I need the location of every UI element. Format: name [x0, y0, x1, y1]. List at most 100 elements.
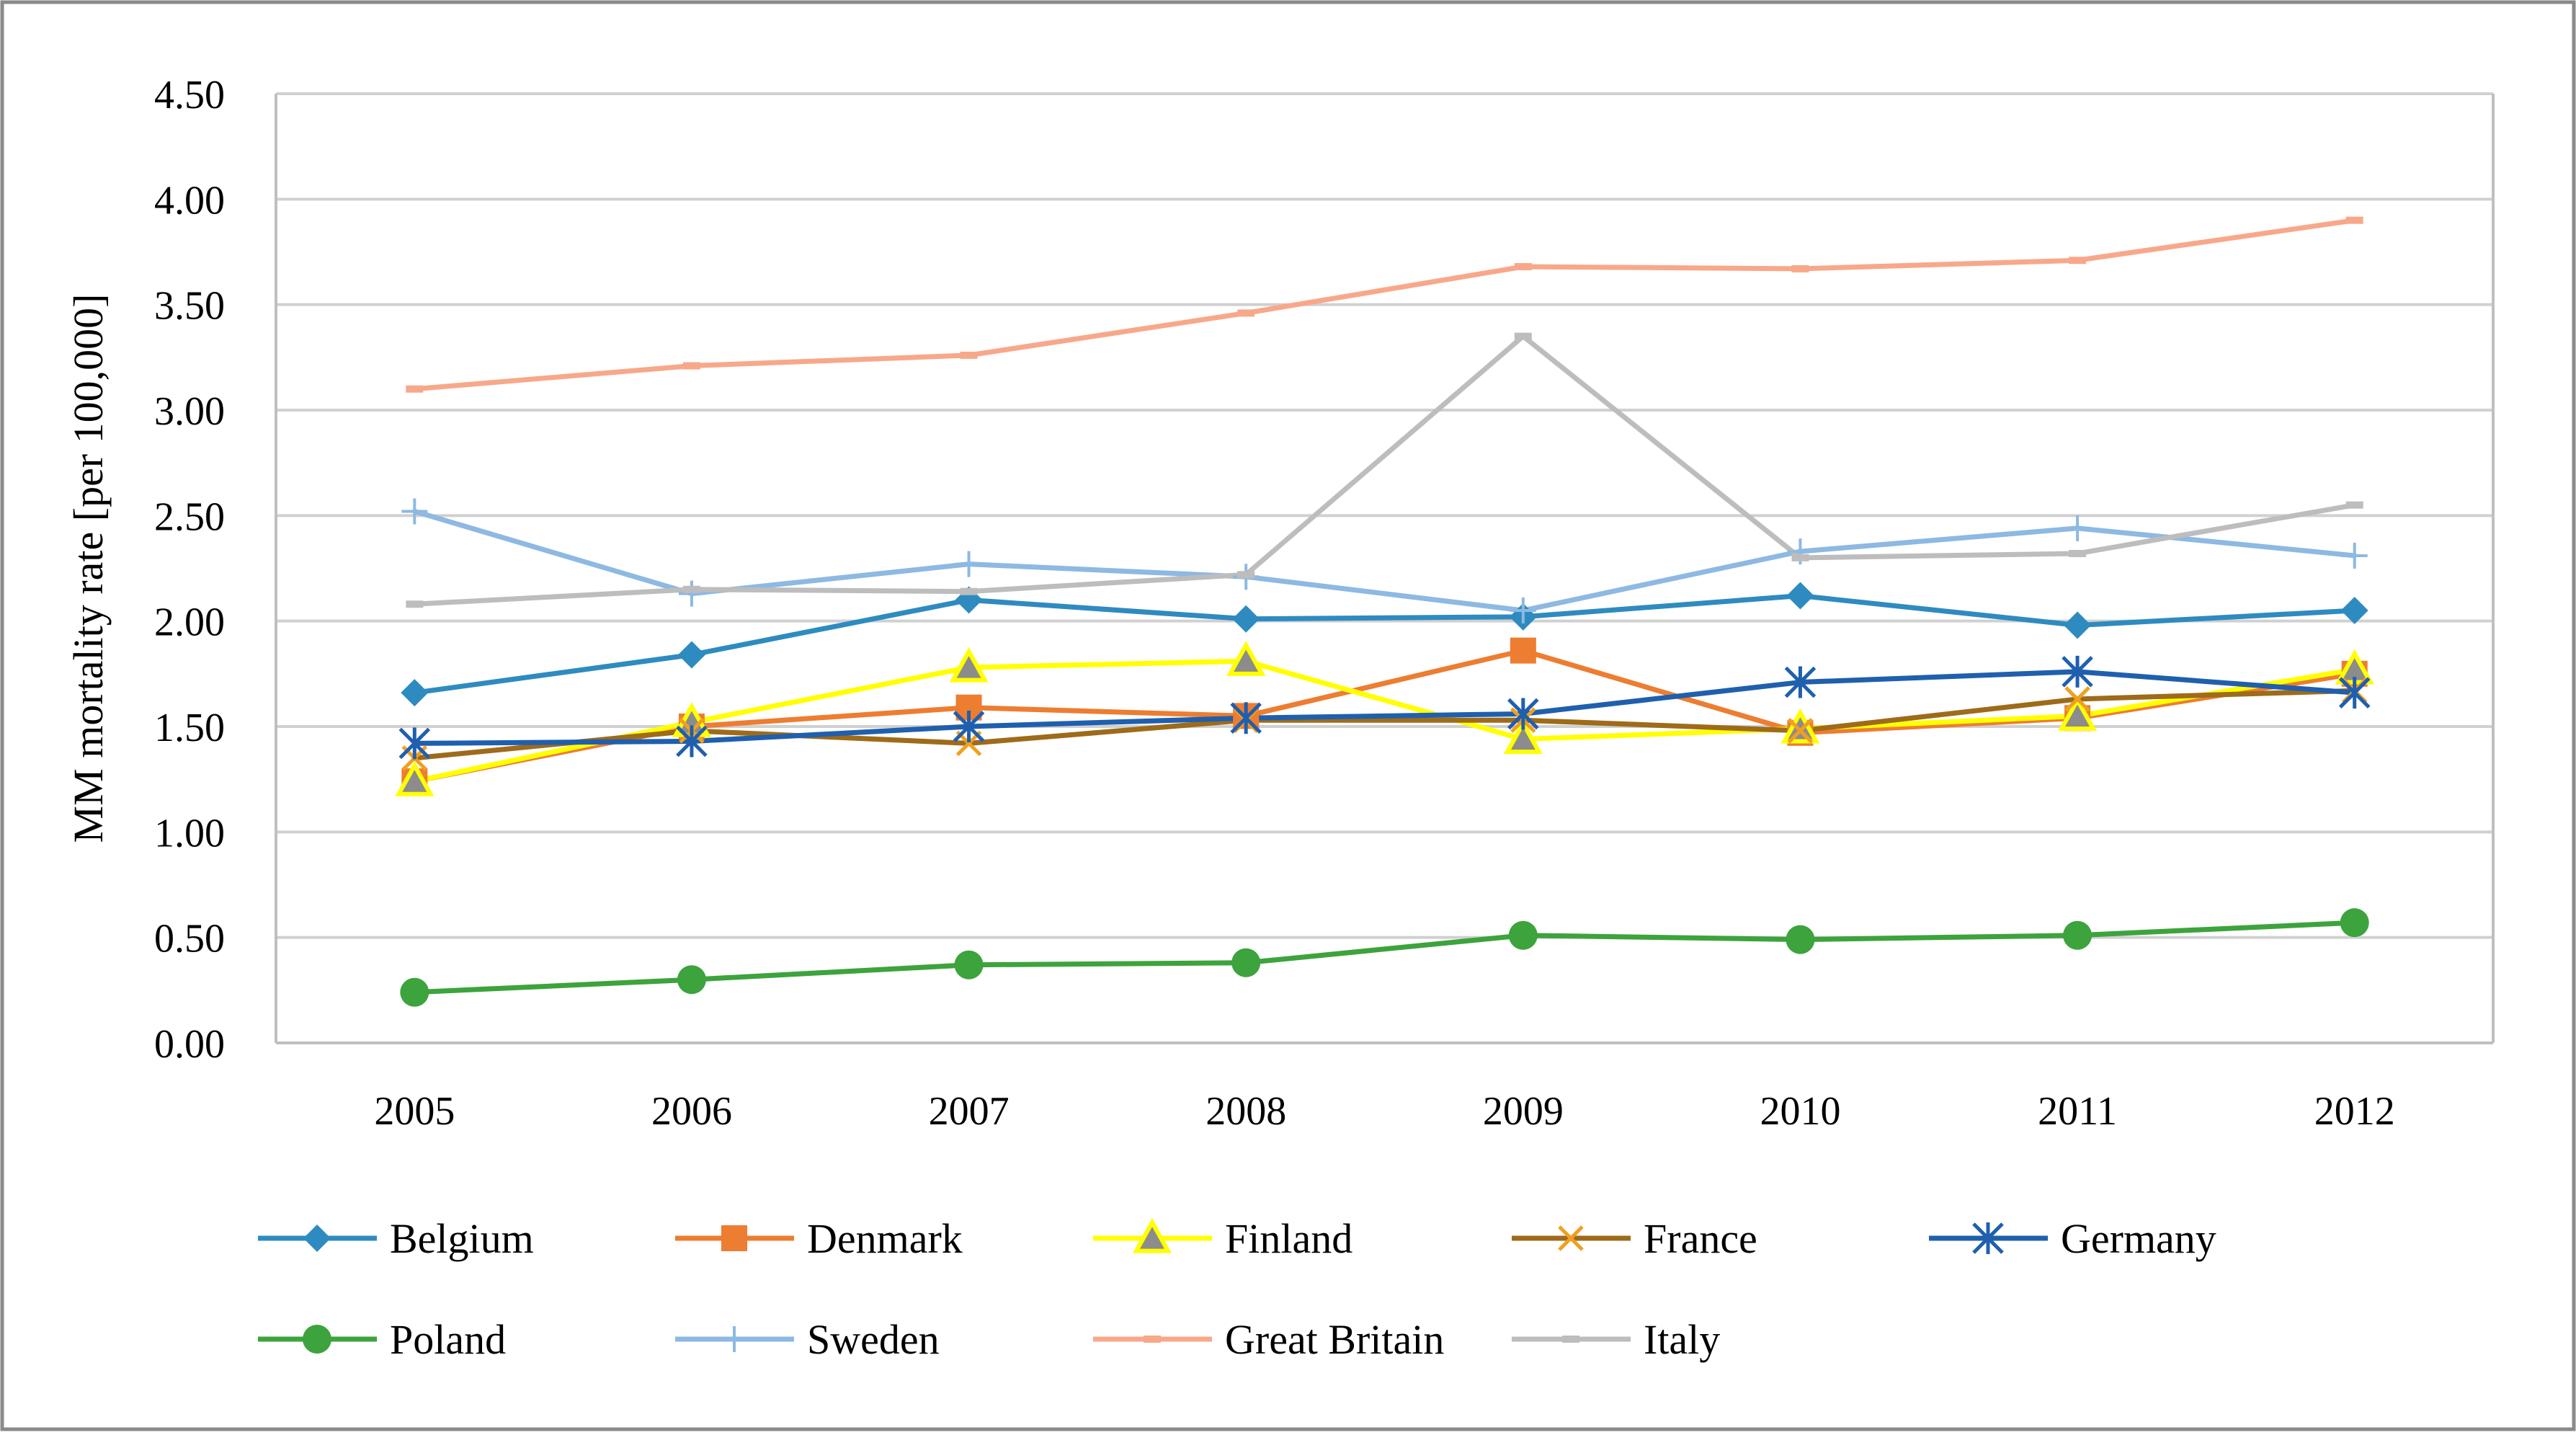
data-point-poland-2010: [1786, 925, 1815, 954]
legend-marker-finland: [1132, 1217, 1172, 1253]
y-tick-label: 3.50: [154, 284, 225, 329]
data-point-italy-2011: [2069, 550, 2087, 558]
legend-label-finland: Finland: [1225, 1215, 1352, 1262]
data-point-great-britain-2005: [406, 385, 424, 393]
axes: 0.00 0.50 1.00 1.50 2.00 2.50 3.00 3.50 4.00 4.50…: [65, 73, 2495, 1134]
legend-item-great-britain: Great Britain: [1093, 1316, 1444, 1363]
data-point-finland-2005: [395, 760, 434, 796]
y-tick-label: 3.00: [154, 389, 225, 434]
legend-item-belgium: Belgium: [258, 1215, 534, 1262]
x-tick-label: 2007: [929, 1089, 1010, 1134]
data-point-germany-2005: [398, 727, 431, 760]
data-point-germany-2007: [953, 711, 985, 742]
legend-label-italy: Italy: [1644, 1316, 1720, 1363]
data-point-great-britain-2012: [2345, 216, 2363, 224]
legend-marker-belgium: [303, 1225, 331, 1252]
data-point-poland-2009: [1508, 920, 1538, 950]
y-tick-label: 2.00: [154, 600, 225, 645]
data-point-sweden-2007: [955, 551, 982, 577]
series-line-italy: [411, 334, 2358, 607]
data-point-poland-2011: [2063, 920, 2093, 950]
y-axis-label: MM mortality rate [per 100,000]: [65, 294, 112, 843]
legend-marker-france: [1558, 1225, 1584, 1251]
legend-item-finland: Finland: [1093, 1215, 1352, 1262]
legend-item-italy: Italy: [1512, 1316, 1720, 1363]
data-point-italy-2012: [2345, 501, 2363, 509]
data-point-italy-2010: [1791, 554, 1809, 561]
x-tick-label: 2012: [2314, 1089, 2395, 1134]
x-tick-label: 2005: [374, 1089, 455, 1134]
legend-item-france: France: [1512, 1215, 1757, 1262]
data-point-italy-2007: [960, 587, 978, 595]
legend-marker-denmark: [721, 1225, 747, 1251]
data-point-belgium-2008: [1232, 605, 1260, 633]
data-point-great-britain-2006: [682, 362, 700, 370]
legend-label-denmark: Denmark: [807, 1215, 963, 1262]
legend-marker-germany: [1972, 1222, 2004, 1254]
data-point-italy-2009: [1514, 332, 1532, 340]
data-point-germany-2006: [676, 725, 708, 758]
series-lines: [411, 218, 2358, 995]
legend-label-sweden: Sweden: [807, 1316, 940, 1363]
data-point-germany-2008: [1230, 702, 1262, 734]
data-point-italy-2005: [406, 600, 424, 608]
data-point-belgium-2012: [2340, 597, 2368, 625]
data-point-finland-2011: [2057, 696, 2098, 731]
y-tick-label: 1.50: [154, 706, 225, 750]
series-line-poland: [411, 920, 2358, 995]
data-point-france-2010: [1787, 718, 1814, 744]
data-point-belgium-2011: [2064, 611, 2092, 639]
data-point-germany-2011: [2062, 655, 2093, 688]
data-point-finland-2008: [1226, 641, 1266, 676]
legend-label-poland: Poland: [390, 1316, 506, 1363]
y-tick-label: 4.00: [154, 178, 225, 223]
data-point-belgium-2005: [401, 679, 429, 707]
data-point-great-britain-2011: [2069, 257, 2087, 265]
data-point-germany-2009: [1507, 698, 1539, 730]
x-tick-label: 2011: [2038, 1089, 2117, 1134]
legend-marker-poland: [303, 1325, 331, 1354]
data-point-sweden-2009: [1510, 597, 1536, 624]
data-point-belgium-2010: [1786, 582, 1814, 610]
x-tick-label: 2006: [651, 1089, 732, 1134]
data-point-poland-2005: [400, 977, 429, 1007]
data-point-italy-2008: [1237, 571, 1255, 579]
legend-marker-sweden: [721, 1326, 747, 1352]
data-point-france-2011: [2064, 686, 2090, 712]
data-point-sweden-2005: [401, 498, 428, 525]
data-point-germany-2012: [2338, 677, 2371, 709]
data-point-great-britain-2009: [1514, 262, 1532, 270]
legend-label-belgium: Belgium: [390, 1215, 534, 1262]
legend-item-poland: Poland: [258, 1316, 506, 1363]
legend-label-germany: Germany: [2061, 1215, 2216, 1262]
data-point-poland-2007: [954, 950, 984, 979]
y-tick-label: 2.50: [154, 494, 225, 539]
data-point-denmark-2009: [1510, 637, 1536, 664]
data-point-great-britain-2007: [960, 351, 978, 359]
data-point-finland-2009: [1503, 719, 1543, 755]
legend-label-great-britain: Great Britain: [1225, 1316, 1444, 1363]
data-point-sweden-2011: [2064, 515, 2091, 541]
data-point-poland-2008: [1231, 948, 1261, 977]
legend-marker-great-britain: [1144, 1336, 1161, 1343]
y-tick-label: 0.50: [154, 917, 225, 961]
data-point-belgium-2006: [677, 641, 705, 669]
data-point-poland-2006: [677, 965, 706, 995]
data-point-great-britain-2010: [1791, 265, 1809, 272]
legend: Belgium Denmark Finland France Germany Poland…: [258, 1215, 2216, 1363]
x-tick-label: 2008: [1205, 1089, 1286, 1134]
data-point-sweden-2006: [678, 580, 705, 607]
gridlines: [276, 92, 2493, 939]
data-point-finland-2007: [949, 647, 989, 683]
x-tick-label: 2010: [1760, 1089, 1840, 1134]
series-line-great-britain: [411, 218, 2358, 392]
data-point-poland-2012: [2340, 908, 2369, 938]
data-point-germany-2010: [1784, 666, 1817, 698]
y-tick-label: 4.50: [154, 73, 225, 117]
x-tick-label: 2009: [1483, 1089, 1564, 1134]
legend-item-germany: Germany: [1929, 1215, 2216, 1262]
series-line-finland: [411, 658, 2358, 784]
series-markers: [395, 216, 2374, 1007]
